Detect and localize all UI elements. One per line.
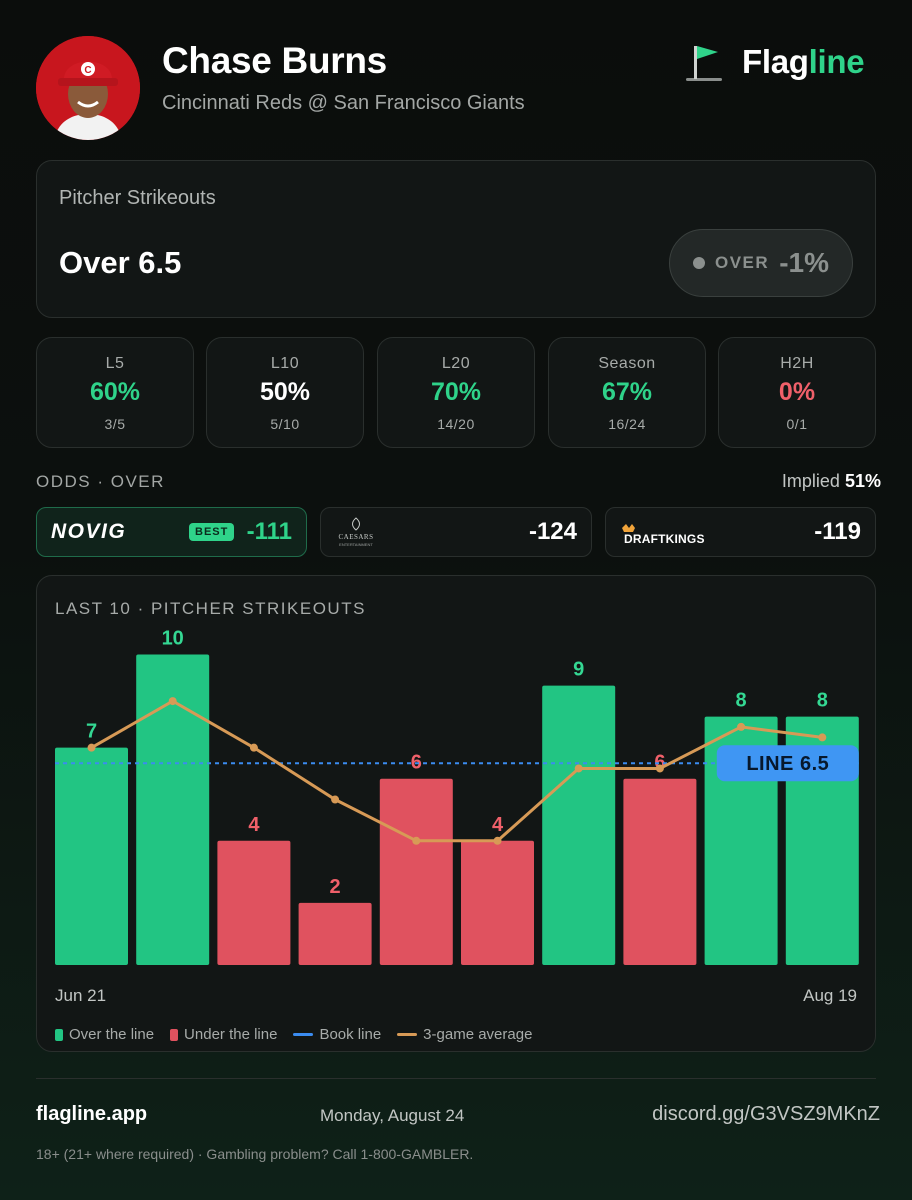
x-label-end: Aug 19 — [803, 986, 857, 1005]
average-point — [331, 795, 340, 804]
stat-label: H2H — [780, 355, 814, 372]
player-avatar: C — [36, 36, 140, 140]
bar-value-label: 9 — [573, 659, 584, 681]
bar-value-label: 8 — [817, 690, 828, 712]
book-price: -124 — [528, 518, 577, 545]
bar-under — [461, 840, 534, 965]
svg-text:ENTERTAINMENT: ENTERTAINMENT — [339, 542, 373, 547]
bar-value-label: 7 — [86, 721, 97, 743]
caesars-logo-icon: CAESARS ENTERTAINMENT — [338, 517, 373, 547]
book-price: -119 — [814, 518, 861, 545]
pick-pill[interactable]: OVER -1% — [669, 229, 853, 297]
brand-logo: Flagline — [684, 42, 865, 82]
legend-book-line: Book line — [293, 1026, 381, 1043]
stat-card-season: Season 67% 16/24 — [548, 337, 706, 448]
average-point — [412, 836, 421, 845]
odds-label: ODDS · OVER — [36, 472, 165, 491]
market-label: Pitcher Strikeouts — [59, 187, 216, 209]
stat-percent: 0% — [778, 378, 816, 406]
book-caesars[interactable]: CAESARS ENTERTAINMENT -124 — [320, 507, 592, 557]
bar-over — [55, 747, 128, 965]
flag-icon — [686, 46, 722, 81]
bar-under — [298, 902, 372, 965]
bar-value-label: 2 — [330, 876, 341, 898]
chart-card: LAST 10 · PITCHER STRIKEOUTS 71042649688… — [36, 575, 876, 1052]
average-point — [737, 722, 746, 731]
stat-card-l10: L10 50% 5/10 — [206, 337, 364, 448]
discord-link[interactable]: discord.gg/G3VSZ9MKnZ — [652, 1103, 880, 1125]
bar-under — [623, 778, 697, 965]
stat-label: L5 — [105, 355, 125, 372]
stat-card-h2h: H2H 0% 0/1 — [718, 337, 876, 448]
x-label-start: Jun 21 — [55, 986, 107, 1005]
stat-record: 0/1 — [786, 416, 808, 432]
stat-percent: 70% — [430, 378, 482, 406]
strikeouts-chart: 71042649688LINE 6.5 — [55, 628, 859, 965]
stat-label: L10 — [270, 355, 300, 372]
bar-over — [136, 654, 210, 965]
stat-percent: 67% — [601, 378, 653, 406]
market-line: Over 6.5 — [59, 245, 182, 280]
draftkings-logo-icon: DRAFTKINGS — [622, 524, 705, 546]
disclaimer: 18+ (21+ where required) · Gambling prob… — [36, 1146, 474, 1162]
bar-value-label: 4 — [248, 814, 260, 836]
average-point — [168, 697, 177, 706]
stat-record: 16/24 — [608, 416, 646, 432]
line-label-badge — [716, 745, 859, 782]
stat-card-l5: L5 60% 3/5 — [36, 337, 194, 448]
market-card: Pitcher Strikeouts Over 6.5 OVER -1% — [36, 160, 876, 318]
average-point — [87, 743, 96, 752]
line-label-text: LINE 6.5 — [746, 753, 829, 775]
svg-text:DRAFTKINGS: DRAFTKINGS — [624, 532, 705, 546]
bar-value-label: 6 — [654, 752, 665, 774]
svg-text:CAESARS: CAESARS — [338, 533, 373, 541]
bar-value-label: 10 — [162, 628, 184, 650]
matchup-text: Cincinnati Reds @ San Francisco Giants — [162, 92, 525, 114]
stat-label: Season — [598, 355, 656, 372]
svg-text:C: C — [84, 65, 91, 76]
stat-label: L20 — [441, 355, 471, 372]
bar-over — [542, 685, 616, 965]
bar-value-label: 8 — [736, 690, 747, 712]
average-point — [574, 764, 583, 773]
average-point — [655, 764, 664, 773]
footer-divider — [36, 1078, 876, 1079]
chart-legend: Over the line Under the line Book line 3… — [55, 1026, 532, 1043]
book-novig[interactable]: NOVIG BEST -111 — [36, 507, 307, 557]
stat-record: 14/20 — [437, 416, 475, 432]
best-badge: BEST — [189, 523, 235, 541]
average-line — [90, 699, 823, 843]
footer-date: Monday, August 24 — [320, 1106, 465, 1125]
legend-under: Under the line — [170, 1026, 277, 1043]
implied-probability: Implied 51% — [781, 471, 881, 491]
site-link[interactable]: flagline.app — [36, 1103, 148, 1125]
bar-under — [217, 840, 291, 965]
novig-logo: NOVIG — [51, 520, 127, 543]
stat-record: 5/10 — [270, 416, 300, 432]
stat-percent: 60% — [89, 378, 141, 406]
average-point — [493, 836, 502, 845]
book-draftkings[interactable]: DRAFTKINGS -119 — [605, 507, 876, 557]
chart-title: LAST 10 · PITCHER STRIKEOUTS — [55, 599, 366, 618]
bar-value-label: 4 — [492, 814, 504, 836]
book-price: -111 — [246, 518, 292, 545]
pick-label: OVER — [715, 253, 770, 272]
legend-over: Over the line — [55, 1026, 154, 1043]
bar-under — [379, 778, 453, 965]
stat-record: 3/5 — [104, 416, 126, 432]
stat-percent: 50% — [259, 378, 311, 406]
average-point — [249, 743, 258, 752]
stat-card-l20: L20 70% 14/20 — [377, 337, 535, 448]
player-name: Chase Burns — [162, 40, 387, 81]
pick-value: -1% — [779, 247, 829, 278]
legend-average: 3-game average — [397, 1026, 532, 1043]
player-photo-icon: C — [36, 36, 140, 140]
brand-name: Flagline — [742, 43, 865, 80]
average-point — [818, 733, 827, 742]
status-dot-icon — [693, 257, 705, 269]
